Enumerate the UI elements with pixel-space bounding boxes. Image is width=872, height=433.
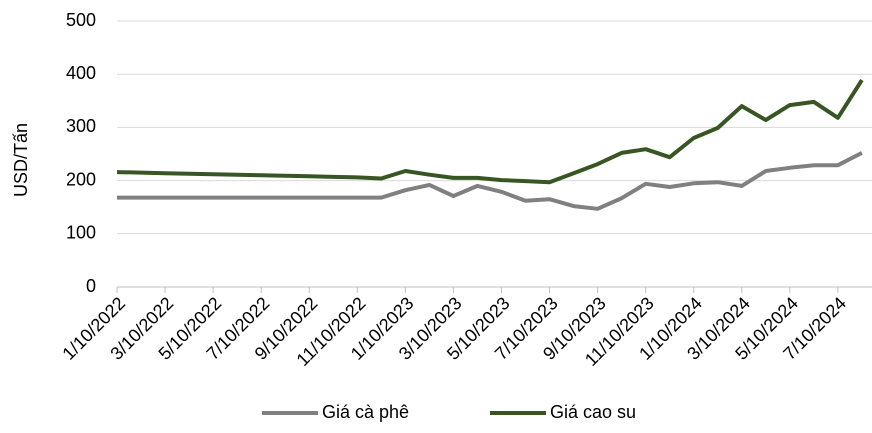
y-tick-label: 500 <box>66 10 96 30</box>
y-tick-label: 100 <box>66 223 96 243</box>
legend-label: Giá cao su <box>550 402 636 422</box>
y-tick-label: 300 <box>66 116 96 136</box>
line-series <box>116 79 864 185</box>
y-tick-label: 200 <box>66 169 96 189</box>
legend-label: Giá cà phê <box>322 402 409 422</box>
y-tick-label: 0 <box>86 276 96 296</box>
line-series <box>117 151 863 211</box>
y-axis-label: USD/Tấn <box>11 123 31 197</box>
y-tick-label: 400 <box>66 63 96 83</box>
